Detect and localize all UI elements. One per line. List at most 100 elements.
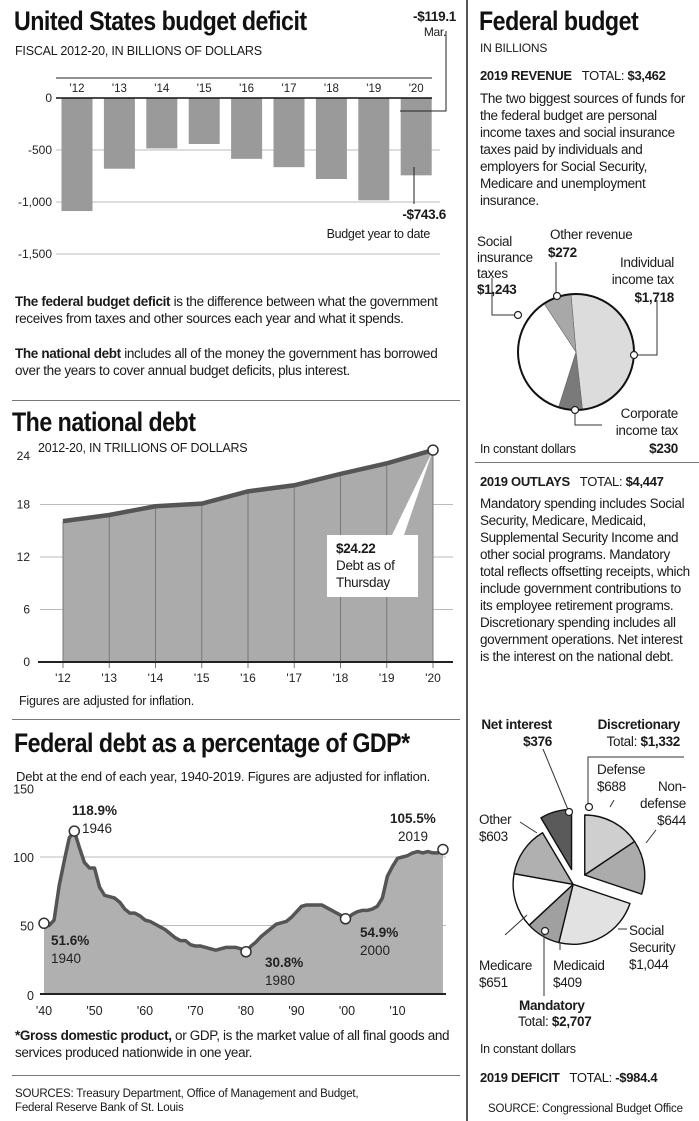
debt-note: Figures are adjusted for inflation. [19,694,195,708]
callout-value: $24.22 [336,541,376,556]
annotation-value: 54.9% [360,925,398,940]
annotation-ytd-value: -$743.6 [402,207,446,222]
explainer-term: The federal budget deficit [15,294,171,309]
x-tick-label: '20 [425,671,441,685]
leader-dot [540,926,550,936]
x-tick-label: '18 [333,671,349,685]
highlight-point [339,913,352,925]
total-label: Total: [518,1014,552,1029]
debt-line [62,447,434,524]
label-social-security: Social Security [629,923,676,955]
outlay-slice [512,873,574,926]
y-tick-label: 100 [13,851,34,865]
slice-label: Social insurance taxes [477,234,533,281]
x-tick-label: '10 [389,1004,405,1018]
leader-dot [552,291,562,301]
section-divider [12,400,460,401]
label-discretionary: Discretionary [597,717,681,732]
x-tick-label: '14 [154,83,170,95]
x-tick-label: '60 [137,1004,153,1018]
x-tick-label: '00 [339,1004,355,1018]
y-tick-label: 0 [45,91,52,105]
annotation-value: 30.8% [265,955,303,970]
explainer-text: includes all of the money the government… [15,346,438,378]
y-tick-label: 150 [13,783,34,797]
revenue-text: The two biggest sources of funds for the… [480,91,686,208]
label-other-revenue: Other revenue [550,227,633,242]
x-tick-label: '12 [70,83,85,95]
x-tick-label: '70 [187,1004,203,1018]
annotation-year: 1980 [265,973,295,988]
debt-point [427,444,439,456]
leader-line [542,748,570,813]
label-medicare: Medicare [479,958,533,973]
mandatory-total-row: Total: $2,707 [518,1013,592,1030]
x-tick-label: '13 [101,671,117,685]
leader-line [645,829,657,844]
bar [231,98,263,159]
value-individual-income-tax: $1,718 [634,290,675,305]
leader-line [574,410,602,426]
value-corporate-income-tax: $230 [649,441,678,456]
value-net-interest: $376 [523,734,552,749]
discretionary-total-row: Total: $1,332 [570,733,681,750]
leader-line [400,31,447,112]
y-tick-label: 24 [17,449,31,463]
section-divider [12,719,460,720]
highlight-point [38,917,50,930]
x-tick-label: '40 [36,1004,52,1018]
leader-dot [513,310,523,320]
debt-explainer: The national debt includes all of the mo… [15,345,455,379]
annotation-year: 2000 [360,943,390,958]
value-other-revenue: $272 [548,245,577,260]
total-label: TOTAL: [569,1070,612,1085]
outlay-slice [584,814,636,876]
deficit-explainer: The federal budget deficit is the differ… [15,293,455,327]
sources: SOURCES: Treasury Department, Office of … [15,1088,359,1114]
y-tick-label: 6 [23,603,30,617]
outlays-text: Mandatory spending includes Social Secur… [480,496,690,664]
bar [146,98,178,149]
highlight-point [240,946,252,958]
outlays-heading: 2019 OUTLAYS [480,474,570,489]
deficit-heading-row: 2019 DEFICIT TOTAL: -$984.4 [480,1069,658,1086]
x-tick-label: '14 [148,671,164,685]
gdp-footnote: *Gross domestic product, or GDP, is the … [15,1027,460,1061]
outlay-slice [513,832,574,886]
section-divider [475,462,699,463]
gdp-area [44,831,443,994]
debt-callout: $24.22 Debt as of Thursday [327,535,418,597]
annotation-value: 105.5% [390,811,436,826]
leader-line [519,821,538,834]
slice-value: $1,243 [477,282,517,297]
y-tick-label: 0 [23,655,30,669]
x-tick-label: '16 [240,671,256,685]
value-non-defense: $644 [657,813,686,828]
outlays-heading-row: 2019 OUTLAYS TOTAL: $4,447 [480,473,664,490]
y-tick-label: -500 [28,143,52,157]
bar [315,98,347,180]
callout-pointer [392,450,433,535]
x-tick-label: '20 [409,83,424,95]
column-divider [466,0,468,1121]
bar [358,98,390,201]
outlays-total: $4,447 [625,474,664,489]
y-tick-label: 0 [27,989,34,1003]
bar [400,98,432,176]
deficit-total: -$984.4 [615,1070,658,1085]
bar [103,98,135,169]
bar [61,98,93,212]
discretionary-total: $1,332 [640,734,681,749]
highlight-point [68,825,81,837]
label-medicaid: Medicaid [553,958,605,973]
label-mandatory: Mandatory [519,998,585,1013]
debt-subtitle: 2012-20, IN TRILLIONS OF DOLLARS [38,441,248,455]
leader-line [609,799,615,808]
gdp-subtitle: Debt at the end of each year, 1940-2019.… [16,769,431,784]
annotation-year: 1946 [82,821,112,836]
annotation-year: 1940 [51,951,81,966]
x-tick-label: '80 [238,1004,254,1018]
x-tick-label: '13 [112,83,127,95]
outlay-slice [558,883,631,946]
label-social-insurance: Social insurance taxes $1,243 [477,234,547,298]
